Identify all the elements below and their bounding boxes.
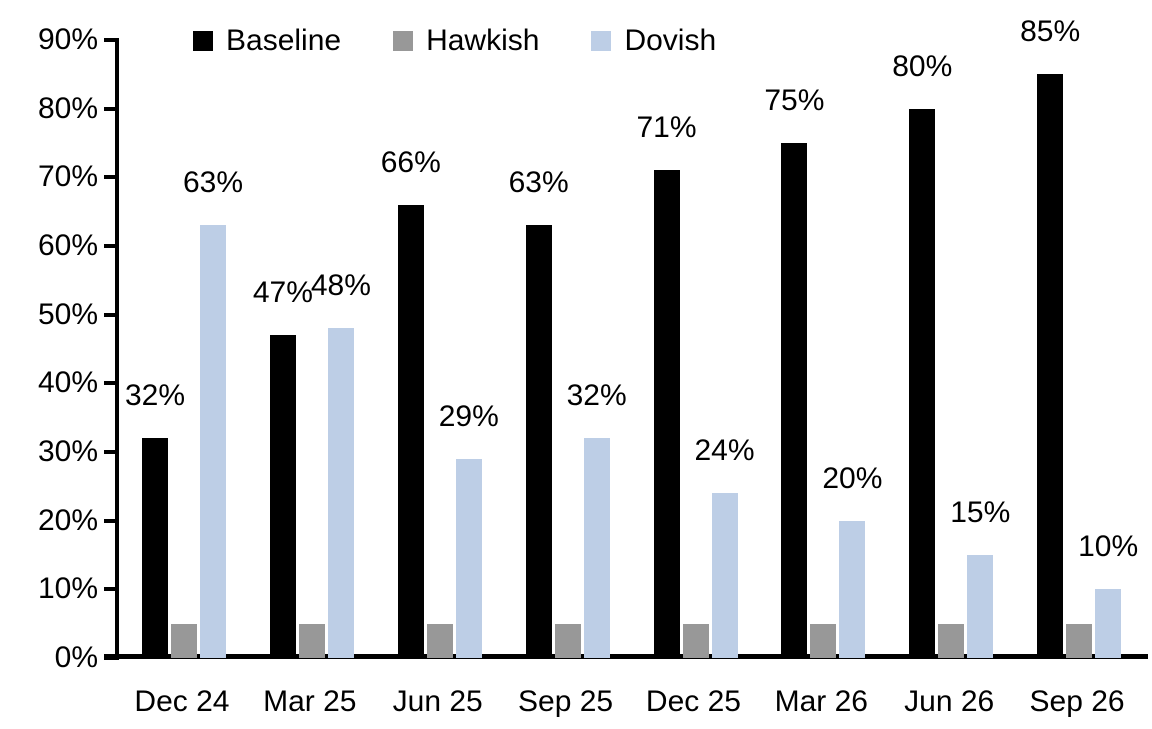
legend: Baseline Hawkish Dovish bbox=[193, 22, 716, 60]
bar-label-dovish: 15% bbox=[950, 496, 1011, 529]
y-tick-label: 10% bbox=[37, 572, 98, 606]
x-category-label: Sep 26 bbox=[1029, 685, 1125, 718]
legend-label-dovish: Dovish bbox=[624, 24, 717, 57]
legend-item-hawkish: Hawkish bbox=[393, 23, 539, 59]
x-category-label: Dec 24 bbox=[134, 685, 230, 718]
y-tick bbox=[104, 175, 119, 180]
x-category-label: Mar 25 bbox=[263, 685, 357, 718]
bar-label-baseline: 32% bbox=[124, 379, 186, 413]
bar-label-baseline: 85% bbox=[1020, 15, 1081, 49]
bar-label-dovish: 20% bbox=[822, 461, 883, 495]
x-category-label: Dec 25 bbox=[645, 685, 741, 718]
legend-item-dovish: Dovish bbox=[591, 23, 716, 59]
y-tick bbox=[104, 587, 119, 592]
bar-baseline bbox=[781, 143, 808, 658]
bar-label-baseline: 71% bbox=[636, 111, 697, 145]
bar-baseline bbox=[269, 335, 296, 658]
legend-label-baseline: Baseline bbox=[226, 24, 342, 57]
y-axis-line bbox=[115, 38, 119, 658]
bar-label-dovish: 10% bbox=[1078, 530, 1139, 564]
bar-hawkish bbox=[682, 623, 709, 658]
y-tick bbox=[104, 38, 119, 42]
bar-label-dovish: 63% bbox=[182, 166, 244, 200]
bar-hawkish bbox=[426, 623, 453, 658]
bar-dovish bbox=[327, 328, 354, 658]
y-tick bbox=[104, 381, 119, 386]
legend-swatch-dovish-icon bbox=[591, 31, 612, 51]
y-tick-label: 50% bbox=[37, 297, 98, 331]
bar-hawkish bbox=[171, 623, 197, 658]
y-tick-label: 90% bbox=[37, 23, 98, 56]
legend-item-baseline: Baseline bbox=[193, 23, 341, 59]
bar-label-baseline: 63% bbox=[508, 166, 569, 200]
y-tick-label: 70% bbox=[37, 160, 98, 194]
bar-dovish bbox=[583, 438, 610, 658]
bar-label-dovish: 48% bbox=[310, 269, 371, 303]
y-tick bbox=[104, 312, 119, 317]
bar-dovish bbox=[200, 225, 226, 658]
legend-swatch-hawkish-icon bbox=[393, 31, 414, 51]
bar-label-dovish: 32% bbox=[566, 379, 627, 413]
x-category-label: Mar 26 bbox=[774, 685, 868, 718]
y-tick-label: 0% bbox=[54, 641, 98, 674]
y-tick-label: 40% bbox=[37, 366, 98, 400]
y-tick-label: 60% bbox=[37, 229, 98, 262]
bar-label-dovish: 24% bbox=[694, 434, 755, 468]
y-tick bbox=[104, 450, 119, 454]
y-tick bbox=[104, 518, 119, 523]
bar-baseline bbox=[397, 204, 424, 658]
y-tick bbox=[104, 106, 119, 111]
bar-dovish bbox=[711, 493, 738, 658]
bar-baseline bbox=[653, 170, 680, 658]
bar-label-baseline: 80% bbox=[892, 49, 953, 83]
bar-hawkish bbox=[554, 623, 581, 658]
bar-dovish bbox=[967, 555, 994, 658]
bar-dovish bbox=[455, 458, 482, 658]
legend-swatch-baseline-icon bbox=[193, 31, 213, 51]
x-category-label: Jun 25 bbox=[392, 685, 483, 718]
x-category-label: Sep 25 bbox=[518, 685, 614, 718]
bar-hawkish bbox=[938, 623, 965, 658]
bar-baseline bbox=[1037, 74, 1064, 658]
bar-hawkish bbox=[810, 623, 837, 658]
legend-label-hawkish: Hawkish bbox=[426, 24, 540, 57]
bar-hawkish bbox=[298, 623, 325, 658]
x-category-label: Jun 26 bbox=[904, 685, 995, 718]
bar-label-baseline: 75% bbox=[764, 84, 825, 117]
y-tick-label: 20% bbox=[37, 503, 98, 537]
y-tick-label: 80% bbox=[37, 91, 98, 125]
bar-baseline bbox=[909, 108, 936, 658]
bar-hawkish bbox=[1066, 623, 1093, 658]
bar-label-dovish: 29% bbox=[438, 399, 499, 433]
y-tick bbox=[104, 244, 119, 248]
bar-baseline bbox=[525, 225, 552, 658]
bar-baseline bbox=[142, 438, 168, 658]
x-axis-line bbox=[104, 654, 1148, 659]
bar-dovish bbox=[839, 520, 866, 658]
bar-dovish bbox=[1095, 589, 1122, 658]
bar-label-baseline: 66% bbox=[380, 145, 441, 179]
y-tick-label: 30% bbox=[37, 435, 98, 468]
bar-label-baseline: 47% bbox=[252, 276, 313, 310]
